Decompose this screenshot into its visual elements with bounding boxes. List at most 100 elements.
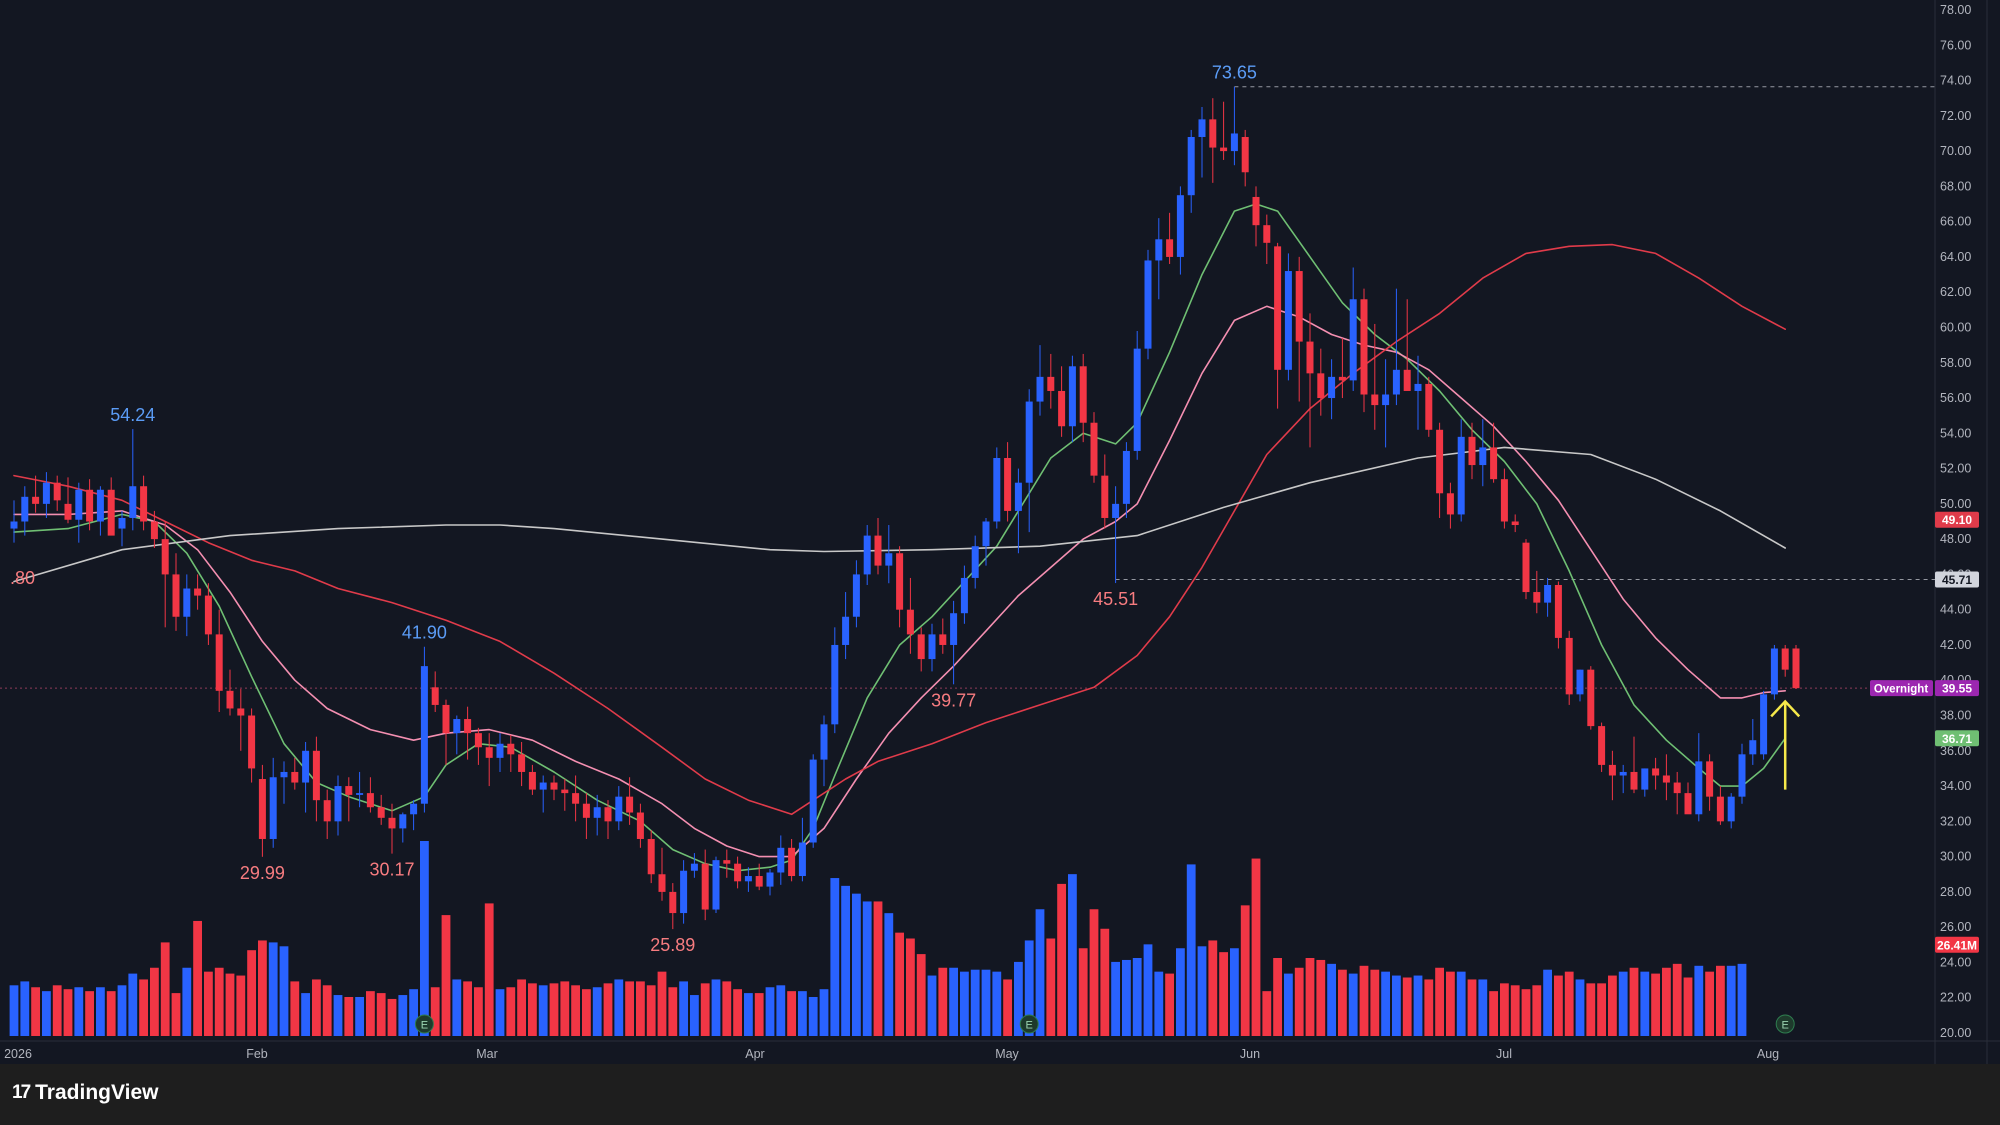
volume-bar — [1467, 979, 1477, 1036]
volume-bar — [1446, 971, 1455, 1036]
volume-bar — [1046, 938, 1056, 1036]
price-tag-box — [1935, 730, 1979, 747]
volume-bar — [1035, 909, 1045, 1036]
candle-body — [1565, 637, 1573, 695]
candle-body — [852, 574, 860, 617]
candle-body — [172, 574, 180, 617]
price-annotation: 45.51 — [1093, 589, 1138, 609]
volume-bar — [366, 991, 375, 1036]
volume-bar — [1068, 874, 1077, 1036]
volume-bar — [1305, 958, 1315, 1036]
volume-bar — [1554, 975, 1563, 1036]
volume-bar — [9, 985, 19, 1036]
candle-body — [1036, 376, 1044, 402]
volume-bar — [798, 991, 807, 1036]
volume-bar — [592, 987, 602, 1036]
volume-bar — [1143, 944, 1153, 1036]
price-axis-label: 48.00 — [1940, 532, 1971, 546]
tradingview-logo-icon: 17 — [12, 1082, 31, 1103]
price-tags: 49.10 45.71 39.55 Overnight 36.71 26.41M — [1870, 511, 1979, 953]
price-tag-value: 45.71 — [1942, 573, 1972, 587]
candle-body — [885, 553, 893, 566]
volume-bar — [441, 915, 451, 1036]
price-axis-label: 20.00 — [1940, 1026, 1971, 1040]
price-axis[interactable]: 78.00 76.00 74.00 72.00 70.00 68.00 66.00 64.00… — [1940, 3, 1971, 1040]
price-annotation: .80 — [10, 568, 35, 588]
price-annotation: 73.65 — [1212, 63, 1257, 83]
volume-bar — [1586, 983, 1596, 1036]
candle-body — [993, 458, 1001, 522]
price-axis-label: 72.00 — [1940, 109, 1971, 123]
earnings-marker-icon — [1019, 1014, 1039, 1034]
volume-bar — [214, 967, 224, 1036]
candle-body — [744, 876, 752, 882]
price-annotation: 54.24 — [110, 405, 155, 425]
price-axis-label: 38.00 — [1940, 709, 1971, 723]
candle-body — [960, 577, 968, 614]
volume-bar — [1240, 905, 1250, 1036]
time-axis-label: Mar — [476, 1047, 498, 1061]
earnings-marker-icon — [1775, 1014, 1795, 1034]
volume-bar — [1575, 979, 1585, 1036]
earnings-marker-icon — [414, 1014, 434, 1034]
volume-bar — [1219, 952, 1228, 1036]
volume-bar — [1100, 928, 1110, 1036]
tradingview-logo[interactable]: 17 TradingView — [12, 1081, 158, 1105]
candle-body — [723, 860, 731, 864]
volume-bar — [139, 979, 148, 1036]
candle-body — [1533, 592, 1541, 603]
volume-bar — [474, 987, 483, 1036]
candle-body — [485, 747, 493, 758]
volume-bar — [96, 987, 105, 1036]
candle-body — [280, 771, 288, 778]
candle-body — [86, 489, 94, 522]
volume-bar — [42, 991, 51, 1036]
candle-body — [1392, 369, 1400, 395]
price-annotation: 30.17 — [369, 860, 414, 880]
volume-bar — [873, 901, 883, 1036]
volume-bar — [1111, 961, 1120, 1036]
volume-bar — [52, 985, 62, 1036]
candle-body — [356, 793, 364, 795]
price-tag-box — [1935, 680, 1979, 697]
candle-body — [10, 521, 18, 529]
volume-bar — [322, 985, 332, 1036]
moving-average-slow — [13, 243, 1786, 816]
volume-bar — [247, 950, 256, 1036]
candle-body — [1371, 394, 1379, 406]
volume-bar — [776, 985, 786, 1036]
candle-body — [1522, 542, 1530, 593]
candle-body — [1068, 366, 1076, 427]
volume-bar — [301, 993, 310, 1036]
earnings-marker-label: E — [421, 1020, 428, 1032]
volume-bar — [657, 971, 667, 1036]
candle-body — [701, 863, 709, 910]
time-axis[interactable]: 2026 Feb Mar Apr May Jun Jul Aug — [4, 1047, 1779, 1061]
candle-body — [291, 771, 299, 783]
candle-body — [863, 535, 871, 575]
volume-bar — [236, 975, 246, 1036]
price-axis-label: 66.00 — [1940, 215, 1971, 229]
volume-bar — [819, 989, 829, 1036]
volume-bar — [916, 954, 926, 1036]
footer-bar — [0, 1064, 2000, 1125]
candle-body — [615, 796, 623, 822]
volume-bar — [852, 893, 861, 1036]
candle-body — [1598, 726, 1606, 765]
volume-bar — [1392, 975, 1401, 1036]
price-axis-label: 70.00 — [1940, 144, 1971, 158]
candle-body — [1425, 383, 1433, 430]
candle-body — [118, 517, 126, 529]
price-tag-value: 26.41M — [1937, 938, 1977, 952]
candle-body — [1641, 768, 1649, 790]
price-chart[interactable]: 54.24 41.90 73.65 29.99 30.17 25.89 39.77 45.51… — [0, 0, 2000, 1064]
volume-bar — [117, 985, 127, 1036]
candle-body — [582, 803, 590, 818]
candle-body — [1241, 136, 1249, 173]
candle-body — [507, 743, 515, 755]
volume-bar — [808, 997, 818, 1036]
candle-body — [1058, 390, 1066, 427]
candle-body — [1446, 493, 1454, 515]
price-axis-label: 78.00 — [1940, 3, 1971, 17]
volume-bar — [484, 903, 494, 1036]
